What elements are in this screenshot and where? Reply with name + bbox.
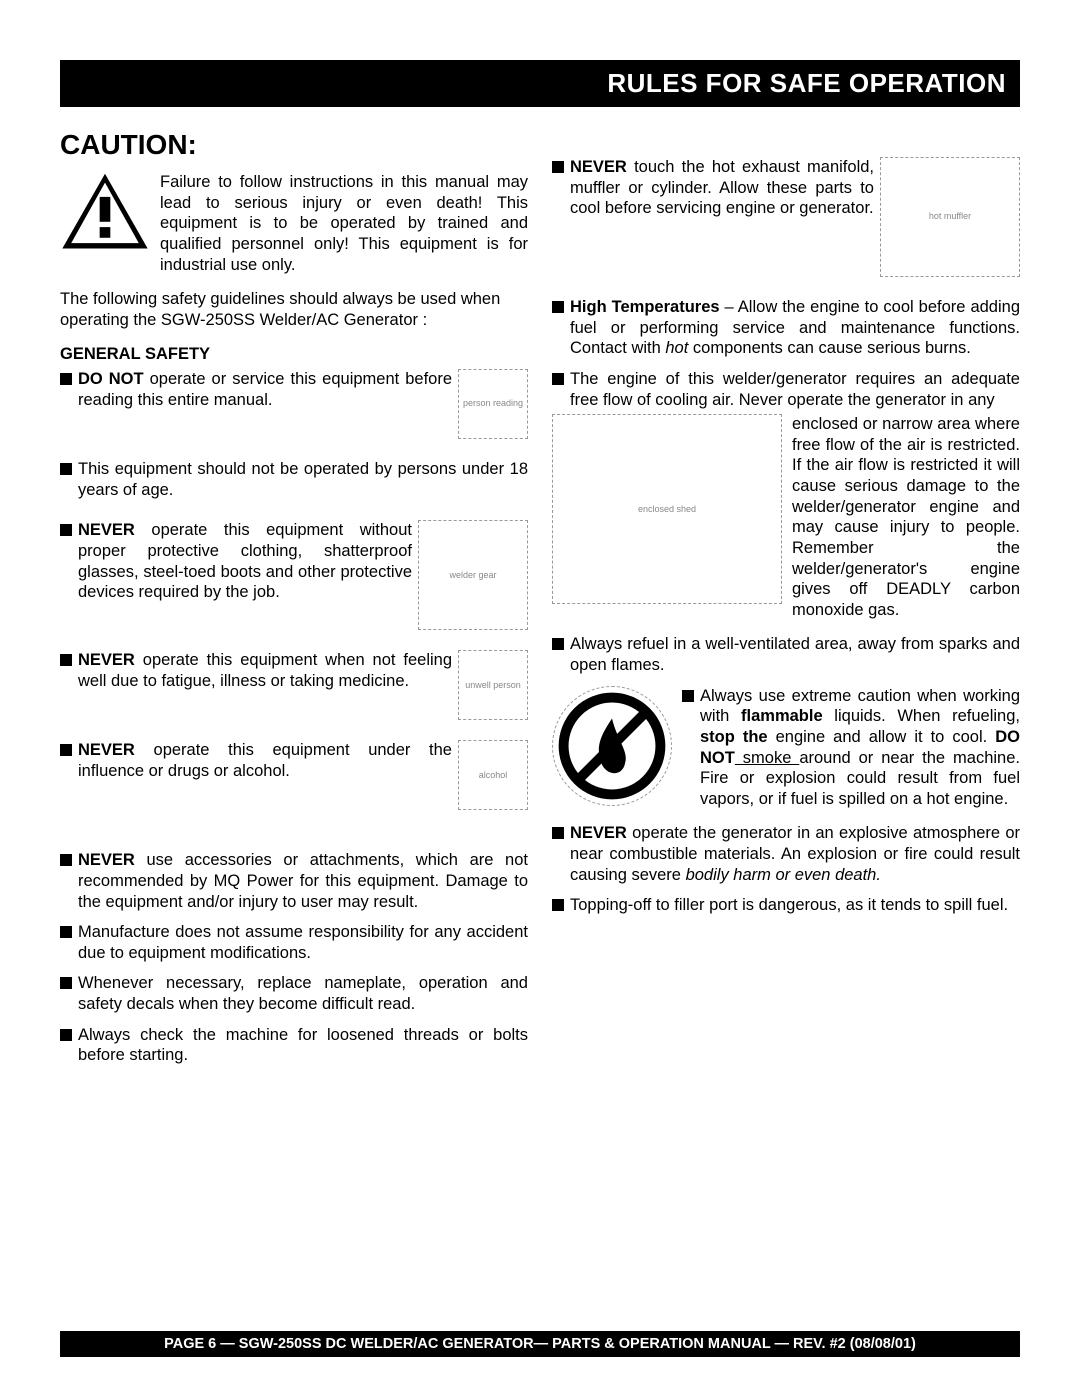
list-item: The engine of this welder/generator requ… [552,369,1020,410]
list-item: Always refuel in a well-ventilated area,… [552,634,1020,675]
list-item: Always check the machine for loosened th… [60,1025,528,1066]
flammable-block: Always use extreme caution when working … [552,686,1020,810]
list-item: NEVER use accessories or attachments, wh… [60,850,528,912]
footer-bar: PAGE 6 — SGW-250SS DC WELDER/AC GENERATO… [60,1331,1020,1357]
illness-icon: unwell person [458,650,528,720]
item-text: Always refuel in a well-ventilated area,… [570,634,1020,675]
bullet-icon [552,638,564,650]
item-text: NEVER operate the generator in an explos… [570,823,1020,885]
alcohol-icon: alcohol [458,740,528,810]
item-text: NEVER operate this equipment without pro… [78,520,412,603]
reading-manual-icon: person reading [458,369,528,439]
list-item: NEVER operate the generator in an explos… [552,823,1020,885]
airflow-text: enclosed or narrow area where free flow … [792,414,1020,620]
enclosed-area-icon: enclosed shed [552,414,782,604]
bullet-icon [552,301,564,313]
list-item: NEVER operate this equipment under the i… [60,740,528,810]
list-item: High Temperatures – Allow the engine to … [552,297,1020,359]
list-item: This equipment should not be operated by… [60,459,528,500]
bullet-icon [60,654,72,666]
list-item: NEVER touch the hot exhaust manifold, mu… [552,157,1020,277]
bullet-icon [60,977,72,989]
item-text: NEVER touch the hot exhaust manifold, mu… [570,157,874,219]
general-safety-heading: GENERAL SAFETY [60,344,528,365]
left-column: CAUTION: Failure to follow instructions … [60,127,528,1076]
list-item: Manufacture does not assume responsibili… [60,922,528,963]
airflow-block: enclosed shed enclosed or narrow area wh… [552,414,1020,620]
item-text: NEVER operate this equipment under the i… [78,740,452,781]
warning-triangle-icon [60,172,150,252]
bullet-icon [682,690,694,702]
bullet-icon [60,1029,72,1041]
bullet-icon [552,827,564,839]
item-text: Manufacture does not assume responsibili… [78,922,528,963]
item-text: Topping-off to filler port is dangerous,… [570,895,1020,916]
item-text: NEVER use accessories or attachments, wh… [78,850,528,912]
list-item: NEVER operate this equipment when not fe… [60,650,528,720]
item-text: Always check the machine for loosened th… [78,1025,528,1066]
item-text: The engine of this welder/generator requ… [570,369,1020,410]
hot-exhaust-icon: hot muffler [880,157,1020,277]
bullet-icon [60,854,72,866]
bullet-icon [60,463,72,475]
item-text: Whenever necessary, replace nameplate, o… [78,973,528,1014]
right-column: NEVER touch the hot exhaust manifold, mu… [552,127,1020,1076]
bullet-icon [552,161,564,173]
protective-gear-icon: welder gear [418,520,528,630]
header-bar: RULES FOR SAFE OPERATION [60,60,1020,107]
content-columns: CAUTION: Failure to follow instructions … [60,127,1020,1076]
bullet-icon [60,373,72,385]
list-item: NEVER operate this equipment without pro… [60,520,528,630]
item-text: NEVER operate this equipment when not fe… [78,650,452,691]
bullet-icon [60,926,72,938]
bullet-icon [552,373,564,385]
item-text: High Temperatures – Allow the engine to … [570,297,1020,359]
caution-block: Failure to follow instructions in this m… [60,172,528,275]
list-item: Topping-off to filler port is dangerous,… [552,895,1020,916]
bullet-icon [60,524,72,536]
flammable-text: Always use extreme caution when working … [682,686,1020,810]
list-item: DO NOT operate or service this equipment… [60,369,528,439]
caution-title: CAUTION: [60,127,528,162]
caution-text: Failure to follow instructions in this m… [160,172,528,275]
no-flame-icon [552,686,672,806]
list-item: Whenever necessary, replace nameplate, o… [60,973,528,1014]
bullet-icon [552,899,564,911]
intro-text: The following safety guidelines should a… [60,289,528,330]
item-text: DO NOT operate or service this equipment… [78,369,452,410]
item-text: This equipment should not be operated by… [78,459,528,500]
bullet-icon [60,744,72,756]
